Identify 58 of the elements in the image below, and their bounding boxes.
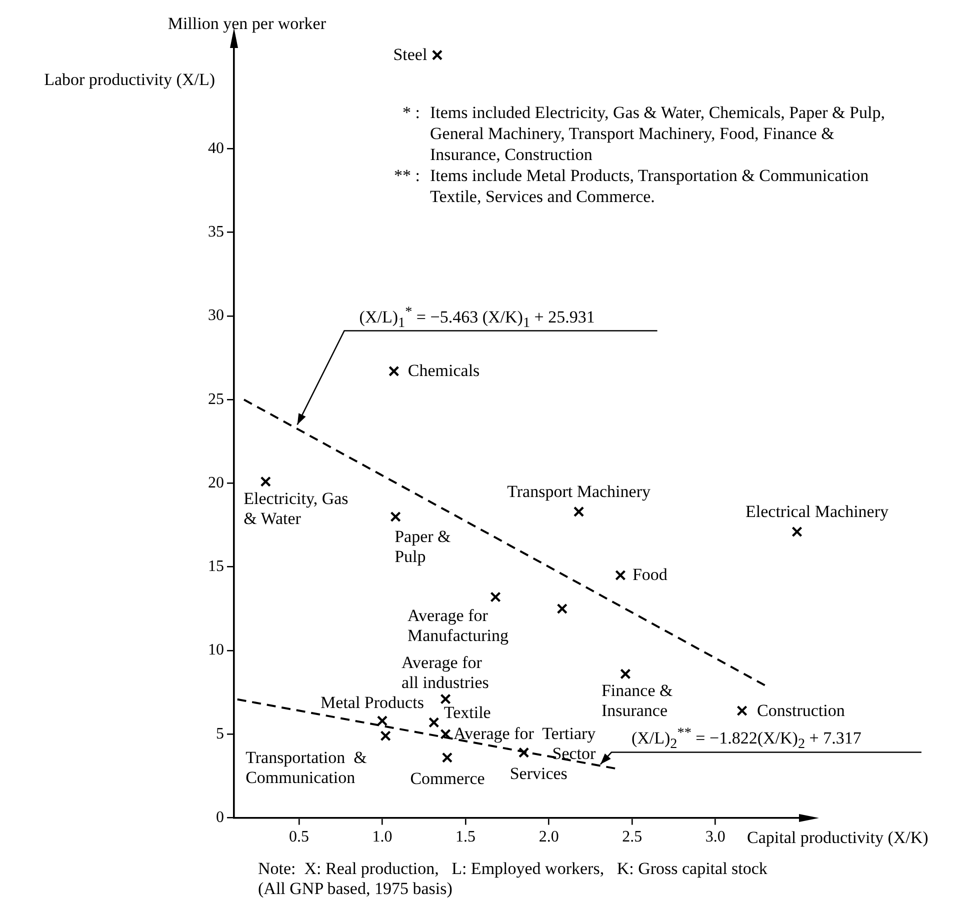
y-tick-label: 15 [208, 558, 224, 576]
annotation: Paper & Pulp [394, 526, 451, 567]
annotation: Electrical Machinery [745, 502, 889, 522]
x-tick-label: 1.0 [372, 828, 392, 846]
x-tick-label: 0.5 [288, 828, 309, 846]
x-tick-label: 3.0 [705, 828, 726, 846]
point [260, 476, 271, 487]
point [432, 50, 443, 60]
annotation: Construction [757, 700, 845, 721]
annotation: (X/L)$_{1}$$^{*}$ = −5.463 (X/K)$_{1}$ + 25.931 [359, 302, 595, 333]
point [736, 705, 748, 716]
annotation: Average for all industries [402, 653, 489, 694]
annotation: ** : Items include Metal Products, Transportation & Communication Textile, Services and Commerce. [394, 165, 869, 207]
point [518, 747, 530, 758]
point [390, 511, 401, 522]
text: Million yen per worker [168, 14, 326, 34]
point [440, 694, 451, 704]
y-tick-label: 25 [208, 390, 224, 408]
text: Note: X: Real production, L: Employed workers, K: Gross capital stock (All GNP based, 1975 basis) [258, 859, 768, 899]
annotation: Metal Products [320, 692, 424, 713]
point [792, 526, 802, 538]
annotation: Electricity, Gas & Water [244, 488, 348, 529]
annotation: Transportation & Communication [246, 748, 367, 788]
annotation: Transport Machinery [507, 482, 650, 502]
y-tick-label: 40 [208, 140, 224, 157]
point [388, 366, 400, 377]
y-tick-label: 30 [208, 307, 224, 324]
annotation: (X/L)$_{2}$$^{**}$ = −1.822(X/K)$_{2}$ + 7.317 [631, 724, 862, 754]
annotation: Average for Manufacturing [408, 606, 509, 646]
annotation: Average for Tertiary Sector [454, 724, 596, 764]
y-tick-label: 5 [216, 725, 224, 742]
point [380, 730, 391, 742]
y-axis-title: Labor productivity (X/L) [44, 70, 215, 90]
point [615, 570, 626, 581]
y-tick-label: 10 [208, 642, 224, 659]
point [376, 715, 388, 726]
annotation: Commerce [410, 768, 485, 789]
x-tick-label: 2.0 [538, 828, 559, 846]
point [442, 752, 453, 763]
y-tick-label: 35 [208, 224, 224, 241]
annotation: Textile [444, 703, 491, 724]
point [490, 592, 501, 602]
annotation: Chemicals [408, 361, 480, 382]
x-axis-title: Capital productivity (X/K) [747, 828, 928, 848]
point [440, 728, 451, 740]
point [620, 668, 631, 680]
annotation: Steel [393, 45, 428, 66]
annotation: Finance & Insurance [601, 680, 673, 721]
annotation: Services [510, 764, 568, 784]
y-tick-label: 20 [208, 474, 224, 492]
annotation: * : Items included Electricity, Gas & Water, Chemicals, Paper & Pulp, General Machinery, Transport Machinery, Food, Finance & Insurance, Construction [402, 102, 885, 165]
x-tick-label: 1.5 [456, 828, 476, 846]
point [428, 717, 440, 728]
annotation: Food [632, 565, 668, 586]
point [556, 603, 568, 614]
y-tick-label: 0 [216, 809, 224, 826]
point [573, 506, 584, 518]
x-tick-label: 2.5 [622, 828, 642, 846]
